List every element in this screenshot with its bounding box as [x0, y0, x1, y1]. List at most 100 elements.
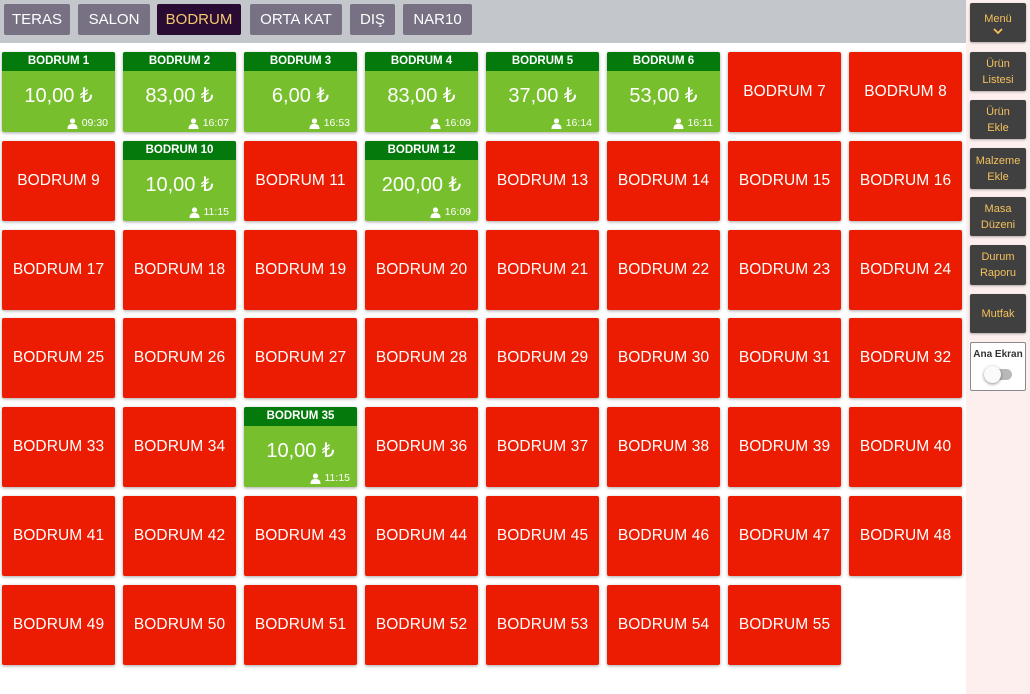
table-time-text: 16:11	[687, 117, 714, 129]
tab-nar10[interactable]: NAR10	[403, 4, 472, 35]
table-bodrum-10[interactable]: BODRUM 10 10,00 ₺ 11:15	[123, 141, 236, 221]
urun-listesi-button[interactable]: Ürün Listesi	[970, 52, 1026, 91]
table-bodrum-14[interactable]: BODRUM 14	[607, 141, 720, 221]
table-bodrum-7[interactable]: BODRUM 7	[728, 52, 841, 132]
section-tab-bar: TERAS SALON BODRUM ORTA KAT DIŞ NAR10	[0, 0, 966, 43]
table-bodrum-37[interactable]: BODRUM 37	[486, 407, 599, 487]
table-name: BODRUM 27	[254, 349, 347, 366]
urun-ekle-button[interactable]: Ürün Ekle	[970, 100, 1026, 139]
table-name: BODRUM 43	[254, 527, 347, 544]
table-bodrum-33[interactable]: BODRUM 33	[2, 407, 115, 487]
table-name: BODRUM 1	[2, 52, 115, 71]
table-bodrum-41[interactable]: BODRUM 41	[2, 496, 115, 576]
table-name: BODRUM 38	[617, 438, 710, 455]
table-bodrum-6[interactable]: BODRUM 6 53,00 ₺ 16:11	[607, 52, 720, 132]
table-bodrum-1[interactable]: BODRUM 1 10,00 ₺ 09:30	[2, 52, 115, 132]
table-name: BODRUM 31	[738, 349, 831, 366]
table-bodrum-52[interactable]: BODRUM 52	[365, 585, 478, 665]
person-icon	[430, 117, 441, 129]
table-bodrum-16[interactable]: BODRUM 16	[849, 141, 962, 221]
table-bodrum-32[interactable]: BODRUM 32	[849, 318, 962, 398]
table-name: BODRUM 47	[738, 527, 831, 544]
table-amount: 10,00 ₺	[145, 174, 214, 196]
table-name: BODRUM 52	[375, 616, 468, 633]
table-bodrum-9[interactable]: BODRUM 9	[2, 141, 115, 221]
masa-duzeni-button[interactable]: Masa Düzeni	[970, 197, 1026, 236]
table-bodrum-20[interactable]: BODRUM 20	[365, 230, 478, 310]
table-open-time: 11:15	[310, 472, 350, 484]
urun-ekle-label: Ürün Ekle	[986, 105, 1010, 134]
table-bodrum-47[interactable]: BODRUM 47	[728, 496, 841, 576]
malzeme-ekle-label: Malzeme Ekle	[975, 154, 1021, 183]
table-bodrum-51[interactable]: BODRUM 51	[244, 585, 357, 665]
table-name: BODRUM 21	[496, 261, 589, 278]
table-bodrum-25[interactable]: BODRUM 25	[2, 318, 115, 398]
table-name: BODRUM 2	[123, 52, 236, 71]
table-bodrum-15[interactable]: BODRUM 15	[728, 141, 841, 221]
table-bodrum-3[interactable]: BODRUM 3 6,00 ₺ 16:53	[244, 52, 357, 132]
table-bodrum-48[interactable]: BODRUM 48	[849, 496, 962, 576]
home-screen-panel: Ana Ekran	[970, 342, 1026, 391]
table-name: BODRUM 16	[859, 172, 952, 189]
table-bodrum-42[interactable]: BODRUM 42	[123, 496, 236, 576]
table-bodrum-13[interactable]: BODRUM 13	[486, 141, 599, 221]
table-time-text: 16:09	[444, 206, 471, 218]
table-bodrum-12[interactable]: BODRUM 12 200,00 ₺ 16:09	[365, 141, 478, 221]
table-bodrum-31[interactable]: BODRUM 31	[728, 318, 841, 398]
table-bodrum-23[interactable]: BODRUM 23	[728, 230, 841, 310]
table-name: BODRUM 41	[12, 527, 105, 544]
table-name: BODRUM 30	[617, 349, 710, 366]
mutfak-button[interactable]: Mutfak	[970, 294, 1026, 333]
tab-teras[interactable]: TERAS	[4, 4, 70, 35]
table-bodrum-28[interactable]: BODRUM 28	[365, 318, 478, 398]
table-bodrum-30[interactable]: BODRUM 30	[607, 318, 720, 398]
table-name: BODRUM 6	[607, 52, 720, 71]
table-bodrum-36[interactable]: BODRUM 36	[365, 407, 478, 487]
table-bodrum-27[interactable]: BODRUM 27	[244, 318, 357, 398]
tab-dis[interactable]: DIŞ	[350, 4, 395, 35]
table-open-time: 16:07	[188, 117, 229, 129]
table-bodrum-8[interactable]: BODRUM 8	[849, 52, 962, 132]
table-bodrum-45[interactable]: BODRUM 45	[486, 496, 599, 576]
table-bodrum-19[interactable]: BODRUM 19	[244, 230, 357, 310]
table-bodrum-22[interactable]: BODRUM 22	[607, 230, 720, 310]
table-bodrum-55[interactable]: BODRUM 55	[728, 585, 841, 665]
table-bodrum-43[interactable]: BODRUM 43	[244, 496, 357, 576]
table-name: BODRUM 44	[375, 527, 468, 544]
table-bodrum-21[interactable]: BODRUM 21	[486, 230, 599, 310]
table-bodrum-5[interactable]: BODRUM 5 37,00 ₺ 16:14	[486, 52, 599, 132]
table-name: BODRUM 3	[244, 52, 357, 71]
table-open-time: 16:53	[309, 117, 350, 129]
table-bodrum-38[interactable]: BODRUM 38	[607, 407, 720, 487]
durum-raporu-button[interactable]: Durum Raporu	[970, 245, 1026, 285]
tab-bodrum[interactable]: BODRUM	[157, 4, 241, 35]
table-name: BODRUM 28	[375, 349, 468, 366]
table-bodrum-17[interactable]: BODRUM 17	[2, 230, 115, 310]
table-bodrum-53[interactable]: BODRUM 53	[486, 585, 599, 665]
home-screen-toggle[interactable]	[984, 366, 1012, 383]
table-bodrum-44[interactable]: BODRUM 44	[365, 496, 478, 576]
table-bodrum-46[interactable]: BODRUM 46	[607, 496, 720, 576]
table-bodrum-11[interactable]: BODRUM 11	[244, 141, 357, 221]
table-bodrum-18[interactable]: BODRUM 18	[123, 230, 236, 310]
table-bodrum-49[interactable]: BODRUM 49	[2, 585, 115, 665]
menu-label: Menü	[984, 12, 1012, 25]
table-bodrum-26[interactable]: BODRUM 26	[123, 318, 236, 398]
table-bodrum-50[interactable]: BODRUM 50	[123, 585, 236, 665]
table-bodrum-34[interactable]: BODRUM 34	[123, 407, 236, 487]
malzeme-ekle-button[interactable]: Malzeme Ekle	[970, 148, 1026, 189]
table-name: BODRUM 46	[617, 527, 710, 544]
menu-button[interactable]: Menü	[970, 3, 1026, 42]
table-bodrum-54[interactable]: BODRUM 54	[607, 585, 720, 665]
table-bodrum-24[interactable]: BODRUM 24	[849, 230, 962, 310]
table-name: BODRUM 26	[133, 349, 226, 366]
table-bodrum-4[interactable]: BODRUM 4 83,00 ₺ 16:09	[365, 52, 478, 132]
table-bodrum-35[interactable]: BODRUM 35 10,00 ₺ 11:15	[244, 407, 357, 487]
tab-salon[interactable]: SALON	[78, 4, 150, 35]
tab-orta-kat[interactable]: ORTA KAT	[250, 4, 342, 35]
table-bodrum-40[interactable]: BODRUM 40	[849, 407, 962, 487]
table-bodrum-29[interactable]: BODRUM 29	[486, 318, 599, 398]
table-bodrum-39[interactable]: BODRUM 39	[728, 407, 841, 487]
urun-listesi-label: Ürün Listesi	[982, 57, 1014, 86]
table-bodrum-2[interactable]: BODRUM 2 83,00 ₺ 16:07	[123, 52, 236, 132]
